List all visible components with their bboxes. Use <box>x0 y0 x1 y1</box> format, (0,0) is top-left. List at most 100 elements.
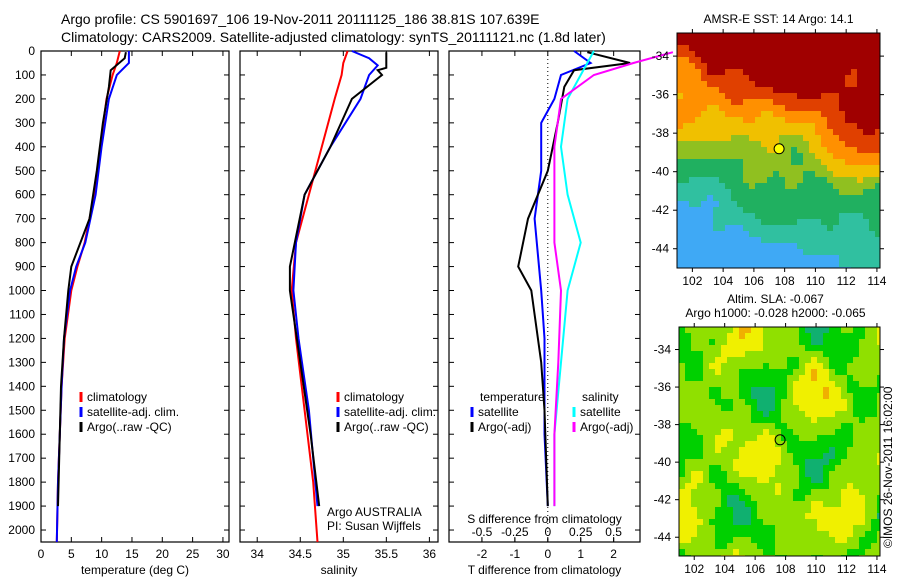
map-cell <box>685 435 691 441</box>
map-cell <box>781 327 787 333</box>
map-cell <box>815 45 821 51</box>
map-cell <box>797 45 803 51</box>
map-cell <box>757 327 763 333</box>
map-cell <box>851 183 857 189</box>
map-cell <box>851 171 857 177</box>
map-cell <box>733 369 739 375</box>
map-cell <box>763 327 769 333</box>
map-cell <box>677 87 683 93</box>
map-cell <box>817 327 823 333</box>
map-cell <box>761 261 767 267</box>
map-cell <box>847 507 853 513</box>
map-cell <box>727 369 733 375</box>
map-cell <box>841 465 847 471</box>
map-cell <box>809 207 815 213</box>
map-cell <box>805 327 811 333</box>
map-cell <box>721 501 727 507</box>
map-cell <box>779 105 785 111</box>
map-cell <box>875 57 880 63</box>
map-cell <box>713 225 719 231</box>
map-cell <box>853 453 859 459</box>
map-cell <box>731 183 737 189</box>
map-cell <box>737 153 743 159</box>
map-cell <box>715 405 721 411</box>
map-cell <box>707 93 713 99</box>
map-cell <box>829 435 835 441</box>
x-tick-label: 114 <box>867 562 886 576</box>
map-cell <box>715 489 721 495</box>
map-cell <box>755 45 761 51</box>
map-cell <box>781 363 787 369</box>
map-cell <box>739 513 745 519</box>
map-cell <box>707 201 713 207</box>
map-cell <box>823 471 829 477</box>
map-cell <box>755 213 761 219</box>
map-cell <box>743 159 749 165</box>
map-cell <box>847 441 853 447</box>
map-cell <box>715 363 721 369</box>
map-cell <box>763 387 769 393</box>
map-cell <box>773 81 779 87</box>
map-cell <box>749 171 755 177</box>
map-cell <box>835 357 841 363</box>
map-cell <box>857 195 863 201</box>
map-cell <box>877 399 880 405</box>
map-cell <box>847 339 853 345</box>
map-cell <box>817 405 823 411</box>
map-cell <box>763 351 769 357</box>
map-cell <box>803 201 809 207</box>
map-cell <box>737 129 743 135</box>
map-cell <box>779 87 785 93</box>
map-cell <box>725 189 731 195</box>
map-cell <box>827 189 833 195</box>
map-cell <box>787 375 793 381</box>
map-cell <box>853 531 859 537</box>
map-cell <box>877 423 880 429</box>
map-cell <box>721 369 727 375</box>
map-cell <box>715 519 721 525</box>
map-cell <box>815 237 821 243</box>
map-cell <box>761 243 767 249</box>
map-cell <box>877 507 880 513</box>
map-cell <box>737 45 743 51</box>
map-cell <box>799 441 805 447</box>
map-cell <box>827 171 833 177</box>
map-cell <box>677 51 683 57</box>
map-cell <box>745 465 751 471</box>
map-cell <box>793 447 799 453</box>
map-cell <box>787 381 793 387</box>
map-cell <box>833 165 839 171</box>
x2-tick-label: -0.5 <box>472 525 493 539</box>
map-cell <box>773 183 779 189</box>
map-cell <box>707 51 713 57</box>
y-tick-label: 1700 <box>8 451 35 465</box>
map-cell <box>703 363 709 369</box>
map-cell <box>799 447 805 453</box>
map-cell <box>679 387 685 393</box>
map-cell <box>719 39 725 45</box>
map-cell <box>845 201 851 207</box>
map-cell <box>679 381 685 387</box>
map-cell <box>745 387 751 393</box>
map-cell <box>737 189 743 195</box>
map-cell <box>707 129 713 135</box>
map-cell <box>839 129 845 135</box>
map-cell <box>737 111 743 117</box>
map-cell <box>821 165 827 171</box>
map-cell <box>823 435 829 441</box>
map-cell <box>721 447 727 453</box>
x-tick-label: -1 <box>510 547 521 561</box>
map-cell <box>677 201 683 207</box>
map-cell <box>757 531 763 537</box>
map-cell <box>865 429 871 435</box>
map-cell <box>715 459 721 465</box>
map-cell <box>695 75 701 81</box>
map-cell <box>767 189 773 195</box>
map-cell <box>869 231 875 237</box>
map-cell <box>809 135 815 141</box>
map-cell <box>733 453 739 459</box>
map-cell <box>809 51 815 57</box>
map-cell <box>863 129 869 135</box>
map-cell <box>809 69 815 75</box>
map-cell <box>677 165 683 171</box>
